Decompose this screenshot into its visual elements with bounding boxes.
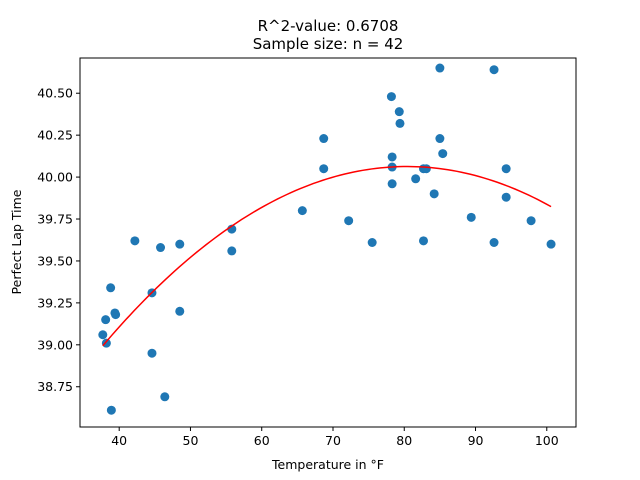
scatter-point bbox=[175, 306, 185, 316]
y-tick-label: 39.75 bbox=[37, 212, 73, 227]
scatter-point bbox=[111, 310, 121, 320]
scatter-point bbox=[435, 134, 445, 144]
scatter-point bbox=[319, 164, 329, 174]
y-tick-label: 40.25 bbox=[37, 128, 73, 143]
x-tick-label: 90 bbox=[468, 433, 484, 448]
scatter-point bbox=[319, 134, 329, 144]
y-tick-label: 39.25 bbox=[37, 295, 73, 310]
y-tick-label: 40.00 bbox=[37, 170, 73, 185]
scatter-point bbox=[297, 206, 307, 216]
scatter-point bbox=[489, 65, 499, 75]
y-tick-label: 39.50 bbox=[37, 253, 73, 268]
scatter-point bbox=[418, 236, 428, 246]
fit-curve bbox=[102, 165, 552, 347]
y-tick-label: 39.00 bbox=[37, 337, 73, 352]
scatter-point bbox=[501, 164, 511, 174]
x-tick-label: 50 bbox=[183, 433, 199, 448]
scatter-point bbox=[394, 107, 404, 117]
y-axis: 38.75 39.00 39.25 39.50 39.75 40.00 40.25 40.50 bbox=[37, 86, 80, 394]
scatter-point bbox=[160, 392, 170, 402]
scatter-point bbox=[175, 239, 185, 249]
scatter-point bbox=[98, 330, 108, 340]
scatter-point bbox=[526, 216, 536, 226]
scatter-point bbox=[367, 238, 377, 247]
scatter-point bbox=[101, 338, 111, 348]
plot-area bbox=[98, 63, 556, 415]
chart-title: R^2-value: 0.6708 bbox=[258, 17, 399, 35]
scatter-point bbox=[156, 243, 166, 253]
scatter-point bbox=[386, 92, 396, 102]
x-tick-label: 60 bbox=[254, 433, 270, 448]
scatter-point bbox=[429, 189, 439, 199]
scatter-point bbox=[387, 152, 397, 162]
scatter-point bbox=[130, 236, 140, 246]
x-tick-label: 40 bbox=[111, 433, 127, 448]
scatter-point bbox=[501, 192, 511, 202]
scatter-point bbox=[395, 118, 405, 128]
scatter-point bbox=[438, 149, 448, 159]
x-axis: 40 50 60 70 80 90 100 bbox=[111, 427, 559, 448]
x-tick-label: 100 bbox=[535, 433, 559, 448]
scatter-point bbox=[421, 164, 431, 174]
scatter-point bbox=[147, 348, 157, 358]
scatter-point bbox=[344, 216, 354, 226]
x-axis-label: Temperature in °F bbox=[271, 457, 384, 472]
scatter-point bbox=[411, 174, 421, 184]
x-tick-label: 80 bbox=[396, 433, 412, 448]
scatter-point bbox=[387, 179, 397, 189]
y-axis-label: Perfect Lap Time bbox=[9, 189, 24, 294]
scatter-point bbox=[106, 283, 116, 293]
scatter-point bbox=[106, 405, 116, 415]
y-tick-label: 40.50 bbox=[37, 86, 73, 101]
y-tick-label: 38.75 bbox=[37, 379, 73, 394]
scatter-point bbox=[101, 315, 111, 325]
scatter-point bbox=[435, 63, 445, 73]
scatter-point bbox=[227, 246, 237, 256]
plot-frame bbox=[79, 57, 577, 428]
x-tick-label: 70 bbox=[325, 433, 341, 448]
scatter-point bbox=[466, 212, 476, 222]
scatter-point bbox=[546, 239, 556, 249]
scatter-point bbox=[489, 238, 499, 247]
chart-subtitle: Sample size: n = 42 bbox=[253, 35, 404, 53]
